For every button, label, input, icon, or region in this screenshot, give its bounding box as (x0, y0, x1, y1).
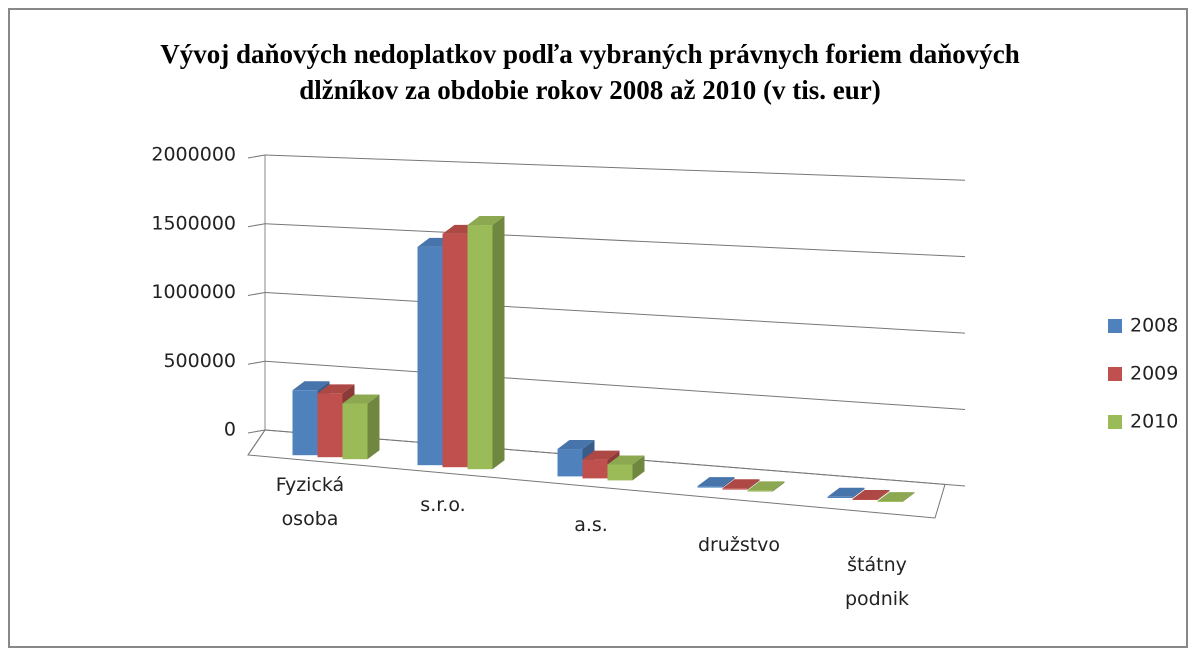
bar-top (607, 455, 645, 465)
bar-top (722, 479, 760, 489)
chart-title: Vývoj daňových nedoplatkov podľa vybraný… (160, 39, 1020, 105)
legend-swatch (1108, 415, 1122, 429)
y-tick-label: 0 (224, 419, 236, 441)
x-tick-label: Fyzická osoba (276, 474, 344, 530)
label-line: a.s. (574, 514, 608, 536)
y-tick-label: 1000000 (151, 281, 236, 303)
bar (442, 233, 468, 468)
label-line: s.r.o. (420, 494, 465, 516)
bar (317, 393, 343, 458)
bar (342, 403, 368, 460)
x-tick-label: štátny podnik (845, 554, 909, 610)
tick-mark (247, 360, 266, 365)
legend-label: 2008 (1130, 315, 1178, 337)
bar (877, 501, 903, 502)
label-line: štátny (847, 554, 907, 576)
bar-top (292, 381, 330, 391)
y-tick-label: 2000000 (151, 144, 236, 166)
bar-side (367, 394, 380, 460)
tick-mark (247, 154, 266, 159)
bar (292, 390, 318, 456)
x-tick-label: družstvo (698, 534, 780, 556)
legend-swatch (1108, 319, 1122, 333)
bar (722, 488, 748, 490)
label-line: podnik (845, 588, 909, 610)
bar-top (317, 384, 355, 394)
grid-line (264, 223, 966, 258)
bar-top (827, 487, 865, 497)
bar-side (902, 492, 915, 502)
tick-mark (247, 429, 266, 434)
chart: 0 500000 1000000 1500000 2000000 Fyzická osoba… (151, 144, 1178, 610)
bar (417, 246, 443, 466)
label-line: družstvo (698, 534, 780, 556)
grid-line (264, 292, 966, 334)
bar-side (492, 216, 505, 470)
bar-side (852, 487, 865, 498)
tick-mark (247, 223, 266, 228)
y-tick-label: 500000 (163, 350, 236, 372)
bar (557, 449, 583, 477)
bar-top (747, 481, 785, 491)
bar-side (722, 477, 735, 488)
bar (582, 459, 608, 479)
bar-top (852, 489, 890, 499)
bar (697, 486, 723, 488)
bar-side (632, 455, 645, 481)
bar (747, 490, 773, 492)
bar-top (557, 440, 595, 450)
y-tick-label: 1500000 (151, 212, 236, 234)
bar-top (877, 492, 915, 502)
bar (852, 498, 878, 500)
label-line: Fyzická (276, 474, 344, 496)
bar-top (582, 450, 620, 460)
legend-label: 2010 (1130, 411, 1178, 433)
x-tick-label: a.s. (574, 514, 608, 536)
bar-top (697, 477, 735, 487)
bar-side (772, 481, 785, 492)
label-line: osoba (282, 508, 339, 530)
bar-side (747, 479, 760, 490)
bar (827, 496, 853, 498)
bar-side (877, 489, 890, 500)
bar-top (467, 216, 505, 226)
x-tick-label: s.r.o. (420, 494, 465, 516)
legend-swatch (1108, 367, 1122, 381)
bar (607, 464, 633, 481)
legend-label: 2009 (1130, 363, 1178, 385)
bar-top (342, 394, 380, 404)
grid-line (264, 154, 966, 181)
grid-line (264, 360, 966, 411)
bar (467, 225, 493, 470)
tick-mark (247, 292, 266, 296)
y-axis-left (247, 429, 266, 456)
